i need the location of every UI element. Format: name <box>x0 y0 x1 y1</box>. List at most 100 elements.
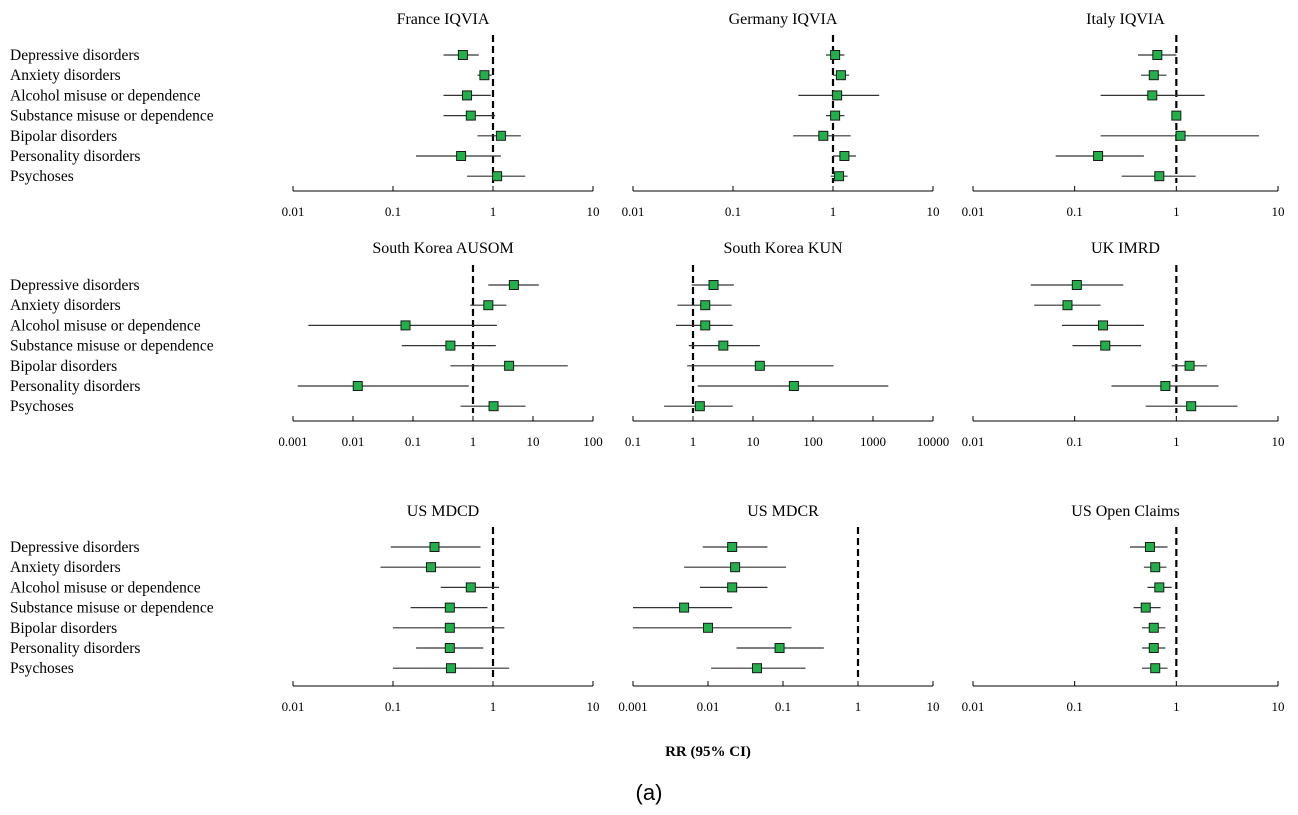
panel-5-point-estimate <box>754 360 765 371</box>
panel-3-point-estimate <box>1175 130 1186 141</box>
panel-9-x-tick-label: 1 <box>1173 699 1180 714</box>
panel-5-point-estimate <box>718 340 729 351</box>
panel-8-point-estimate <box>727 582 738 593</box>
panel-5-x-tick-label: 10 <box>747 434 760 449</box>
panel-9-x-tick-label: 10 <box>1272 699 1285 714</box>
panel-4-row-label: Anxiety disorders <box>10 297 121 314</box>
panel-4-point-estimate <box>508 280 519 290</box>
panel-9-point-estimate <box>1148 622 1159 633</box>
panel-6-point-estimate <box>1100 340 1111 351</box>
panel-8-point-estimate <box>774 643 785 653</box>
panel-5-point-estimate <box>694 401 705 412</box>
panel-1-point-estimate <box>462 90 473 101</box>
panel-9-title: US Open Claims <box>1071 503 1179 520</box>
panel-5-point-estimate <box>700 300 711 311</box>
panel-3-x-tick-label: 10 <box>1272 204 1285 219</box>
panel-6-point-estimate <box>1062 300 1073 311</box>
panel-8-x-tick-label: 10 <box>927 699 940 714</box>
panel-1-row-label: Anxiety disorders <box>10 67 121 84</box>
panel-1-row-label: Alcohol misuse or dependence <box>10 87 201 104</box>
panel-2-x-tick-label: 0.1 <box>725 204 741 219</box>
panel-5-x-tick-label: 1 <box>690 434 697 449</box>
panel-2-x-tick-label: 1 <box>830 204 837 219</box>
panel-1-x-tick-label: 1 <box>490 204 497 219</box>
panel-2-x-tick-label: 0.01 <box>622 204 645 219</box>
panel-8-x-tick-label: 0.001 <box>618 699 647 714</box>
panel-4-point-estimate <box>352 381 363 391</box>
panel-1-point-estimate <box>492 171 503 182</box>
panel-9-point-estimate <box>1148 643 1159 653</box>
panel-4-point-estimate <box>400 320 411 331</box>
panel-7-point-estimate <box>429 542 440 552</box>
panel-9-point-estimate <box>1144 542 1155 552</box>
panel-5-point-estimate <box>788 381 799 391</box>
panel-1-point-estimate <box>457 50 468 60</box>
panel-1-x-tick-label: 10 <box>587 204 600 219</box>
panel-6-x-tick-label: 0.1 <box>1067 434 1083 449</box>
figure-caption: (a) <box>636 780 663 805</box>
panel-9-x-tick-label: 0.01 <box>962 699 985 714</box>
panel-8-x-tick-label: 1 <box>855 699 862 714</box>
panel-2-point-estimate <box>830 50 841 60</box>
panel-4-row-label: Depressive disorders <box>10 277 140 294</box>
panel-6-point-estimate <box>1071 280 1082 290</box>
panel-2-point-estimate <box>835 70 846 81</box>
panel-1-row-label: Personality disorders <box>10 148 140 165</box>
panel-4-row-label: Substance misuse or dependence <box>10 338 214 355</box>
panel-7-point-estimate <box>445 663 456 674</box>
panel-2-x-tick-label: 10 <box>927 204 940 219</box>
panel-7-point-estimate <box>444 602 455 613</box>
panel-6-x-tick-label: 1 <box>1173 434 1180 449</box>
panel-4-title: South Korea AUSOM <box>372 240 513 257</box>
panel-2-title: Germany IQVIA <box>729 11 838 28</box>
panel-4-x-tick-label: 0.01 <box>342 434 365 449</box>
panel-9-point-estimate <box>1150 562 1161 573</box>
panel-4-x-tick-label: 0.001 <box>278 434 307 449</box>
panel-3-point-estimate <box>1147 90 1158 101</box>
panel-8-x-tick-label: 0.01 <box>697 699 720 714</box>
panel-9-point-estimate <box>1150 663 1161 674</box>
panel-7-x-tick-label: 0.1 <box>385 699 401 714</box>
panel-2-point-estimate <box>839 151 850 161</box>
panel-4-point-estimate <box>488 401 499 412</box>
panel-7-x-tick-label: 10 <box>587 699 600 714</box>
panel-2-point-estimate <box>818 130 829 141</box>
panel-7-row-label: Anxiety disorders <box>10 559 121 576</box>
panel-7-point-estimate <box>426 562 437 573</box>
panel-3-x-tick-label: 0.01 <box>962 204 985 219</box>
panel-6-point-estimate <box>1160 381 1171 391</box>
panel-4-row-label: Bipolar disorders <box>10 358 117 375</box>
panel-7-row-label: Depressive disorders <box>10 539 140 556</box>
panel-6-point-estimate <box>1098 320 1109 331</box>
panel-7-x-tick-label: 0.01 <box>282 699 305 714</box>
panel-2-point-estimate <box>830 110 841 121</box>
panel-3-point-estimate <box>1171 110 1182 121</box>
panel-7-row-label: Alcohol misuse or dependence <box>10 579 201 596</box>
panel-6-point-estimate <box>1186 401 1197 412</box>
panel-4-point-estimate <box>483 300 494 311</box>
panel-9-point-estimate <box>1154 582 1165 593</box>
panel-2-point-estimate <box>834 171 845 182</box>
panel-1-point-estimate <box>465 110 476 121</box>
panel-7-title: US MDCD <box>407 503 479 520</box>
panel-1-point-estimate <box>456 151 467 161</box>
panel-7-row-label: Substance misuse or dependence <box>10 600 214 617</box>
panel-5-x-tick-label: 1000 <box>860 434 886 449</box>
panel-8-point-estimate <box>703 622 713 633</box>
panel-4-row-label: Alcohol misuse or dependence <box>10 317 201 334</box>
panel-1-x-tick-label: 0.01 <box>282 204 305 219</box>
panel-9-x-tick-label: 0.1 <box>1067 699 1083 714</box>
panel-1-point-estimate <box>495 130 506 141</box>
panel-7-x-tick-label: 1 <box>490 699 497 714</box>
panel-1-x-tick-label: 0.1 <box>385 204 401 219</box>
panel-4-row-label: Psychoses <box>10 398 74 415</box>
panel-5-x-tick-label: 10000 <box>917 434 950 449</box>
panel-1-row-label: Depressive disorders <box>10 47 140 64</box>
panel-7-row-label: Psychoses <box>10 660 74 677</box>
panel-8-point-estimate <box>727 542 738 552</box>
panel-8-title: US MDCR <box>747 503 819 520</box>
panel-2-point-estimate <box>832 90 843 101</box>
panel-7-point-estimate <box>444 622 455 633</box>
panel-3-point-estimate <box>1093 151 1104 161</box>
panel-1-row-label: Substance misuse or dependence <box>10 108 214 125</box>
